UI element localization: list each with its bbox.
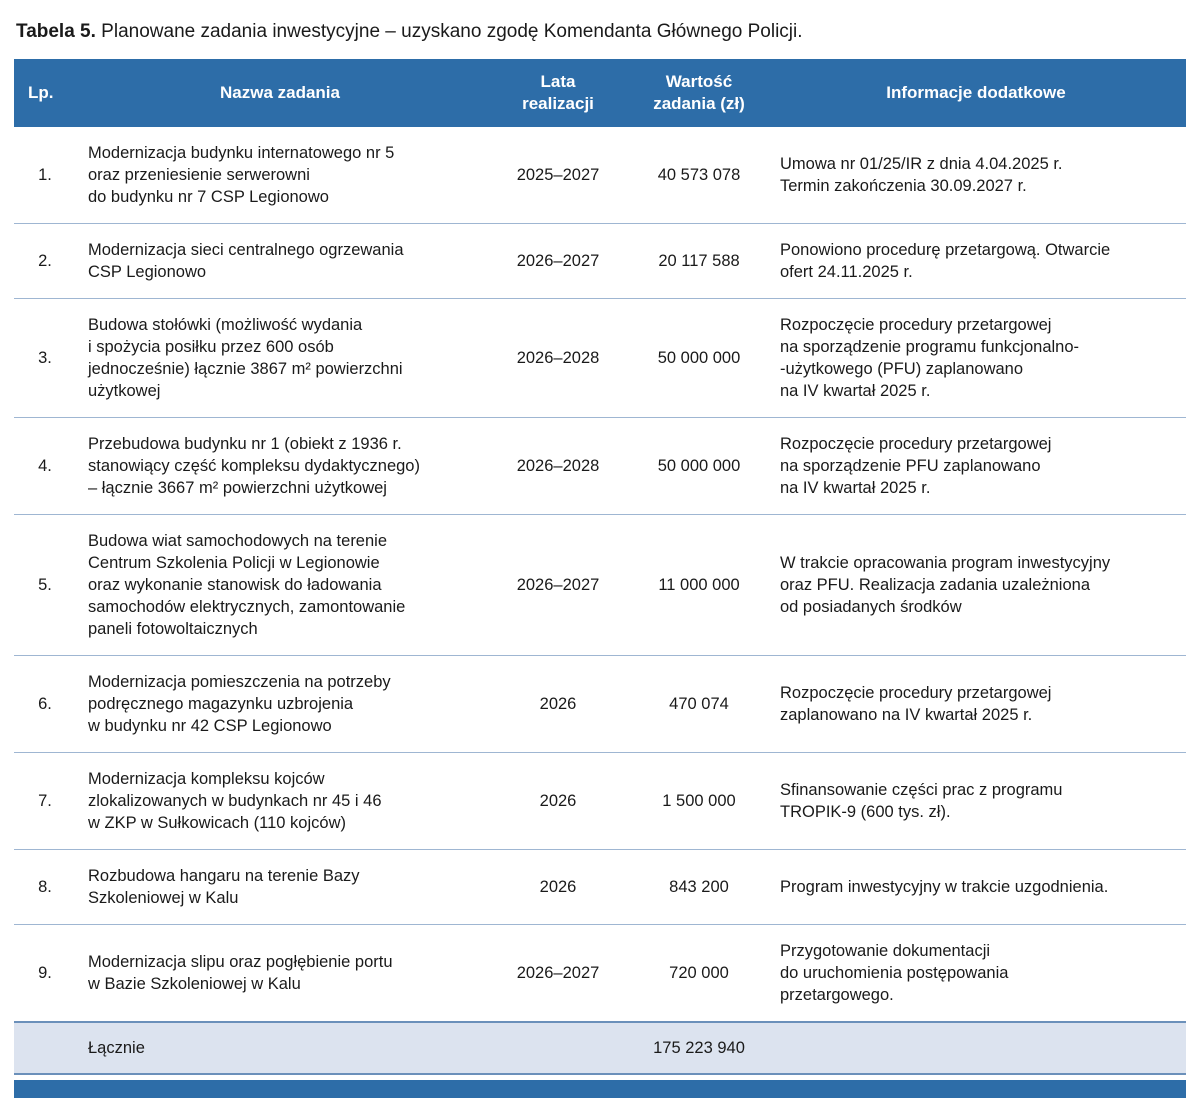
value-cell: 1 500 000 <box>632 752 766 850</box>
task-name-cell: Modernizacja budynku internatowego nr 5 … <box>88 144 395 206</box>
task-name-cell: Modernizacja pomieszczenia na potrzeby p… <box>76 655 484 753</box>
header-value: Wartość zadania (zł) <box>632 59 766 127</box>
row-number-cell: 7. <box>14 752 76 850</box>
row-number-cell: 5. <box>14 514 76 656</box>
info-cell: Przygotowanie dokumentacji do uruchomien… <box>766 924 1186 1022</box>
years-cell: 2026–2028 <box>484 417 632 515</box>
years-cell: 2026 <box>484 849 632 925</box>
info-cell: Umowa nr 01/25/IR z dnia 4.04.2025 r. Te… <box>780 155 1063 195</box>
years-cell: 2026–2027 <box>484 514 632 656</box>
table-footer: Łącznie 175 223 940 <box>14 1021 1186 1075</box>
years-cell: 2026–2027 <box>484 223 632 299</box>
value-cell: 843 200 <box>632 849 766 925</box>
table-row: 2. Modernizacja sieci centralnego ogrzewa… <box>14 223 1186 299</box>
value-cell: 20 117 588 <box>632 223 766 299</box>
total-empty-years <box>484 1021 632 1075</box>
row-number-cell: 2. <box>14 223 76 299</box>
info-cell: Rozpoczęcie procedury przetargowej zapla… <box>766 655 1186 753</box>
table-caption: Tabela 5. Planowane zadania inwestycyjne… <box>16 20 1186 44</box>
years-cell: 2026 <box>484 752 632 850</box>
task-name-cell: Budowa stołówki (możliwość wydania i spo… <box>76 298 484 418</box>
table-caption-number: Tabela 5. <box>16 21 96 42</box>
years-cell: 2025–2027 <box>516 166 600 184</box>
value-cell: 50 000 000 <box>632 298 766 418</box>
value-cell: 470 074 <box>632 655 766 753</box>
years-cell: 2026–2028 <box>484 298 632 418</box>
header-info: Informacje dodatkowe <box>766 59 1186 127</box>
total-label: Łącznie <box>76 1021 484 1075</box>
value-cell: 40 573 078 <box>657 166 741 184</box>
table-row: 4. Przebudowa budynku nr 1 (obiekt z 1936… <box>14 417 1186 515</box>
table-row: 7. Modernizacja kompleksu kojców zlokaliz… <box>14 752 1186 850</box>
task-name-cell: Modernizacja sieci centralnego ogrzewani… <box>76 223 484 299</box>
row-number-cell: 3. <box>14 298 76 418</box>
value-cell: 50 000 000 <box>632 417 766 515</box>
table-row: 1. Modernizacja budynku internatowego nr … <box>14 127 1186 224</box>
table-row: 8. Rozbudowa hangaru na terenie Bazy Szko… <box>14 849 1186 925</box>
task-name-cell: Modernizacja slipu oraz pogłębienie port… <box>76 924 484 1022</box>
row-number-cell: 4. <box>14 417 76 515</box>
row-number-cell: 1. <box>38 166 52 184</box>
header-lp: Lp. <box>14 59 76 127</box>
investment-tasks-table: Lp. Nazwa zadania Lata realizacji Wartoś… <box>14 59 1186 1075</box>
total-empty-lp <box>14 1021 76 1075</box>
header-row: Lp. Nazwa zadania Lata realizacji Wartoś… <box>14 59 1186 127</box>
table-caption-text: Planowane zadania inwestycyjne – uzyskan… <box>95 21 803 42</box>
table-header: Lp. Nazwa zadania Lata realizacji Wartoś… <box>14 59 1186 127</box>
info-cell: Sfinansowanie części prac z programu TRO… <box>766 752 1186 850</box>
info-cell: Rozpoczęcie procedury przetargowej na sp… <box>766 298 1186 418</box>
info-cell: Ponowiono procedurę przetargową. Otwarci… <box>766 223 1186 299</box>
total-row: Łącznie 175 223 940 <box>14 1021 1186 1075</box>
header-years: Lata realizacji <box>484 59 632 127</box>
row-number-cell: 6. <box>14 655 76 753</box>
total-empty-info <box>766 1021 1186 1075</box>
table-body: 1. Modernizacja budynku internatowego nr … <box>14 127 1186 1022</box>
table-row: 5. Budowa wiat samochodowych na terenie C… <box>14 514 1186 656</box>
task-name-cell: Budowa wiat samochodowych na terenie Cen… <box>76 514 484 656</box>
table-row: 6. Modernizacja pomieszczenia na potrzeby… <box>14 655 1186 753</box>
years-cell: 2026 <box>484 655 632 753</box>
bottom-accent-bar <box>14 1080 1186 1098</box>
table-row: 9. Modernizacja slipu oraz pogłębienie po… <box>14 924 1186 1022</box>
table-row: 3. Budowa stołówki (możliwość wydania i s… <box>14 298 1186 418</box>
task-name-cell: Rozbudowa hangaru na terenie Bazy Szkole… <box>76 849 484 925</box>
row-number-cell: 9. <box>14 924 76 1022</box>
header-name: Nazwa zadania <box>76 59 484 127</box>
task-name-cell: Modernizacja kompleksu kojców zlokalizow… <box>76 752 484 850</box>
info-cell: Rozpoczęcie procedury przetargowej na sp… <box>766 417 1186 515</box>
value-cell: 720 000 <box>632 924 766 1022</box>
task-name-cell: Przebudowa budynku nr 1 (obiekt z 1936 r… <box>76 417 484 515</box>
total-value: 175 223 940 <box>632 1021 766 1075</box>
row-number-cell: 8. <box>14 849 76 925</box>
years-cell: 2026–2027 <box>484 924 632 1022</box>
value-cell: 11 000 000 <box>632 514 766 656</box>
info-cell: W trakcie opracowania program inwestycyj… <box>766 514 1186 656</box>
info-cell: Program inwestycyjny w trakcie uzgodnien… <box>766 849 1186 925</box>
